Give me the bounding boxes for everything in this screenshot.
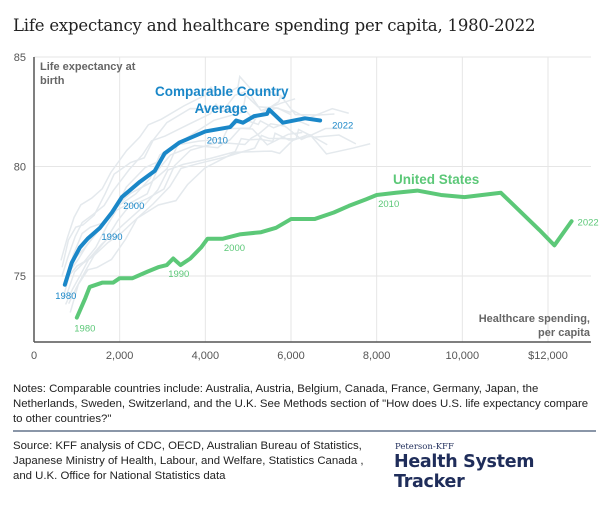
year-label: 2000 [123,201,144,212]
chart-title: Life expectancy and healthcare spending … [13,16,536,35]
x-tick-label: 10,000 [446,350,480,362]
source: Source: KFF analysis of CDC, OECD, Austr… [13,440,364,482]
y-tick-label: 85 [14,52,26,64]
labels: 1980 1990 2000 2010 2022 1980 1990 2000 2010 2022… [40,61,599,339]
year-label: 1980 [74,324,95,335]
y-tick-label: 80 [14,162,26,174]
x-tick-label: $12,000 [528,350,568,362]
year-label: 1990 [101,232,122,243]
y-axis-title: Life expectancy at [40,61,136,73]
x-tick-label: 8,000 [363,350,391,362]
year-label: 2010 [378,199,399,210]
notes: Notes: Comparable countries include: Aus… [13,383,589,425]
grid [34,56,591,342]
year-label: 1990 [168,269,189,280]
year-label: 1980 [55,291,76,302]
x-tick-label: 6,000 [277,350,305,362]
country-line [61,93,292,278]
x-axis-title-line2: per capita [538,327,591,339]
country-line [61,90,296,268]
x-axis-title: Healthcare spending, [479,313,590,325]
country-line [64,132,328,305]
us-series-label: United States [393,172,479,187]
year-label: 2010 [207,135,228,146]
country-line [69,134,371,313]
year-label: 2022 [578,217,599,228]
country-line [62,127,303,299]
y-tick-label: 75 [14,271,26,283]
country-line [65,94,335,282]
year-label: 2022 [332,121,353,132]
logo: Health System Tracker [394,452,535,492]
logo-subtitle: Peterson-KFF [395,442,454,452]
comparable-series-label: Average [195,101,248,116]
x-tick-label: 0 [31,350,37,362]
chart: 75 80 85 0 2,000 4,000 6,000 8,000 10,000 $12,000… [14,52,599,362]
background-country-lines [60,74,371,313]
country-line [60,74,285,261]
comparable-series-label: Comparable Country [155,84,289,99]
x-tick-label: 4,000 [192,350,220,362]
divider [13,430,596,432]
axes: 75 80 85 0 2,000 4,000 6,000 8,000 10,000 $12,000 [14,52,591,362]
y-axis-title-line2: birth [40,75,65,87]
series [62,107,574,320]
year-label: 2000 [224,243,245,254]
country-line [66,123,342,294]
x-tick-label: 2,000 [106,350,134,362]
